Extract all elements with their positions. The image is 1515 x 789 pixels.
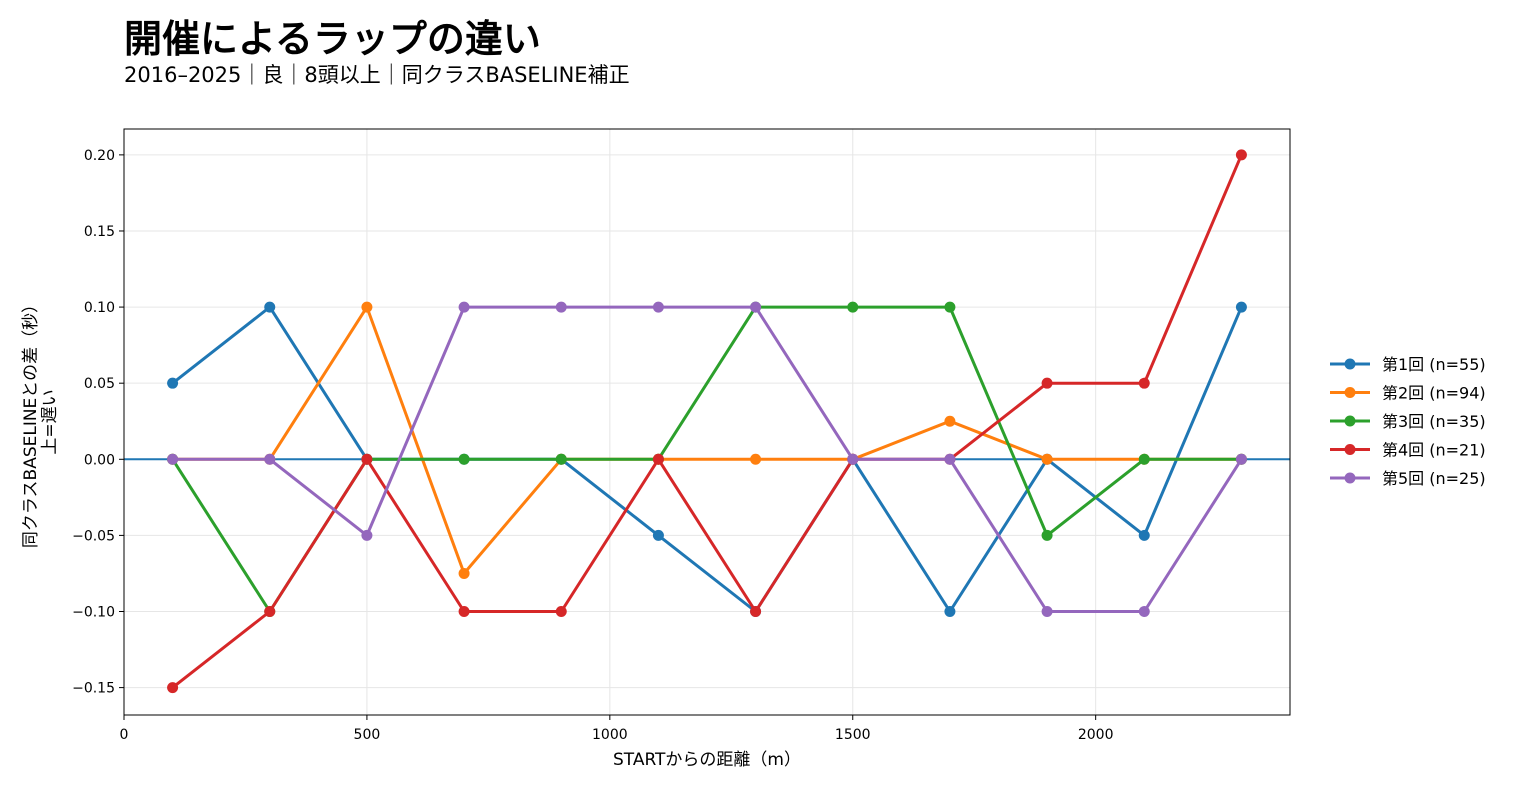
data-point — [361, 301, 373, 313]
series-line — [171, 305, 1243, 613]
legend-entry: 第4回 (n=21) — [1330, 441, 1486, 460]
y-axis-label-note: 上=遅い — [40, 389, 60, 454]
data-point — [167, 377, 179, 389]
grid-layer — [123, 129, 1290, 715]
x-tick-label: 1000 — [592, 727, 628, 743]
data-point — [1235, 301, 1247, 313]
x-tick-label: 2000 — [1078, 727, 1114, 743]
legend-swatch-marker — [1344, 444, 1356, 455]
y-tick-label: 0.05 — [84, 376, 115, 392]
series-line — [172, 305, 1242, 575]
y-tick-label: 0.20 — [84, 148, 115, 164]
data-point — [652, 529, 664, 541]
y-axis-ticks: 0.20 0.15 0.10 0.05 0.00 −0.05 −0.10 −0.15 — [72, 148, 124, 697]
data-point — [1138, 605, 1150, 617]
legend-label: 第5回 (n=25) — [1382, 469, 1486, 488]
data-point — [458, 605, 470, 617]
data-point — [847, 301, 859, 313]
x-axis-ticks: 0 500 1000 1500 2000 — [120, 715, 1114, 743]
x-axis-label: STARTからの距離（m） — [613, 750, 801, 770]
chart-subtitle: 2016–2025｜良｜8頭以上｜同クラスBASELINE補正 — [124, 63, 630, 87]
data-point — [1041, 377, 1053, 389]
plot-frame — [123, 128, 1291, 716]
data-point — [1235, 149, 1247, 161]
data-point — [944, 453, 956, 465]
legend-swatch-marker — [1344, 358, 1356, 370]
legend-swatch-marker — [1344, 415, 1356, 427]
data-point — [361, 453, 373, 465]
data-point — [944, 415, 956, 427]
data-point — [1041, 605, 1053, 617]
data-point — [944, 301, 956, 313]
data-point — [555, 605, 567, 617]
data-point — [555, 453, 567, 465]
legend: 第1回 (n=55) 第2回 (n=94) 第3回 (n=35) 第4回 (n=21)… — [1330, 355, 1486, 488]
data-point — [750, 453, 762, 465]
x-tick-label: 1500 — [835, 727, 871, 743]
series-4 — [167, 149, 1247, 694]
legend-label: 第2回 (n=94) — [1382, 384, 1486, 403]
data-point — [652, 453, 664, 465]
series-line — [171, 154, 1243, 689]
data-point — [750, 605, 762, 617]
data-point — [1041, 529, 1053, 541]
legend-entry: 第1回 (n=55) — [1330, 355, 1486, 374]
data-point — [458, 301, 470, 313]
data-point — [458, 567, 470, 579]
x-tick-label: 500 — [354, 727, 381, 743]
data-point — [1138, 453, 1150, 465]
data-point — [1235, 453, 1247, 465]
data-point — [1138, 529, 1150, 541]
legend-entry: 第5回 (n=25) — [1330, 469, 1486, 488]
legend-entry: 第2回 (n=94) — [1330, 384, 1486, 403]
y-tick-label: −0.05 — [72, 528, 115, 544]
data-point — [167, 682, 179, 694]
data-point — [1041, 453, 1053, 465]
data-point — [458, 453, 470, 465]
series-5 — [167, 301, 1247, 617]
chart-title: 開催によるラップの違い — [124, 17, 541, 61]
data-point — [264, 453, 276, 465]
series-line — [172, 305, 1243, 613]
y-tick-label: 0.15 — [84, 224, 115, 240]
data-point — [1138, 377, 1150, 389]
data-point — [264, 301, 276, 313]
legend-swatch-marker — [1344, 387, 1356, 398]
legend-swatch-marker — [1344, 472, 1356, 484]
series-layer — [167, 149, 1247, 694]
data-point — [264, 605, 276, 617]
data-point — [750, 301, 762, 313]
y-tick-label: −0.10 — [72, 604, 115, 620]
data-point — [361, 529, 373, 541]
data-point — [847, 453, 859, 465]
y-axis-label: 同クラスBASELINEとの差（秒） — [21, 296, 41, 548]
y-tick-label: −0.15 — [72, 681, 115, 697]
y-tick-label: 0.10 — [84, 300, 115, 316]
data-point — [944, 605, 956, 617]
data-point — [167, 453, 179, 465]
legend-label: 第1回 (n=55) — [1382, 355, 1486, 374]
x-tick-label: 0 — [120, 727, 129, 743]
y-tick-label: 0.00 — [84, 452, 115, 468]
data-point — [555, 301, 567, 313]
legend-label: 第4回 (n=21) — [1382, 441, 1486, 460]
legend-label: 第3回 (n=35) — [1382, 412, 1486, 431]
legend-entry: 第3回 (n=35) — [1330, 412, 1486, 431]
data-point — [652, 301, 664, 313]
